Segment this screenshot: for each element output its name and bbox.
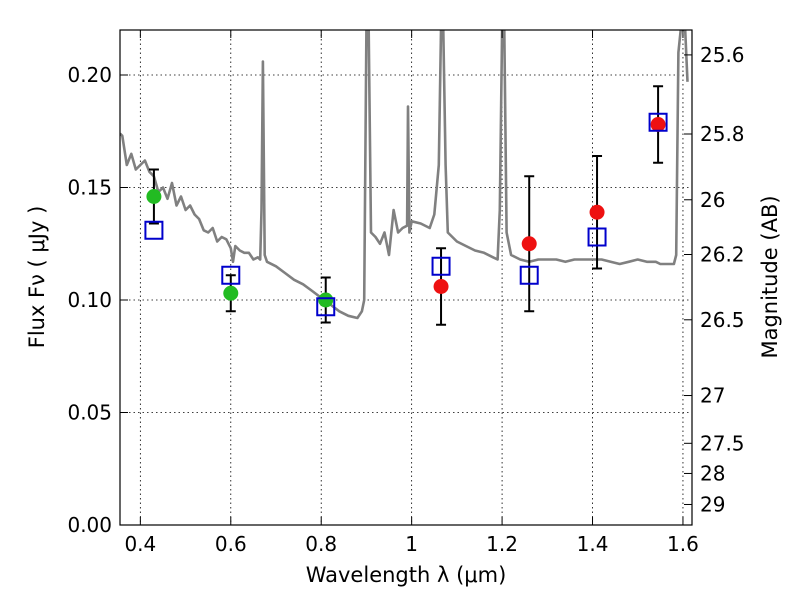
x-tick-label: 0.6 — [215, 532, 247, 556]
x-tick-label: 1 — [405, 532, 418, 556]
y2-tick-label: 26 — [700, 188, 725, 212]
model-square — [221, 265, 241, 285]
y2-tick-label: 25.8 — [700, 122, 745, 146]
x-tick-label: 0.8 — [305, 532, 337, 556]
y2-tick-label: 27.5 — [700, 431, 745, 455]
y2-axis-label: Magnitude (AB) — [758, 195, 782, 358]
y2-tick-label: 27 — [700, 384, 725, 408]
x-tick-label: 0.4 — [124, 532, 156, 556]
observed-point-red — [650, 117, 666, 132]
plot-frame — [119, 29, 693, 526]
y-axis-label: Flux Fν ( μJy ) — [25, 206, 49, 349]
y-tick-label: 0.05 — [67, 401, 112, 425]
spectrum-line — [120, 30, 689, 320]
y2-tick-label: 29 — [700, 492, 725, 516]
model-square — [519, 265, 539, 285]
y-tick-label: 0.00 — [67, 513, 112, 537]
observed-point-green — [318, 292, 334, 308]
x-axis-label: Wavelength λ (μm) — [306, 563, 507, 587]
x-tick-label: 1.4 — [577, 532, 609, 556]
observed-point-red — [589, 204, 605, 220]
x-tick-label: 1.6 — [667, 532, 699, 556]
y2-tick-label: 28 — [700, 461, 725, 485]
y2-tick-label: 26.5 — [700, 308, 745, 332]
model-square — [587, 227, 607, 247]
observed-point-green — [146, 189, 162, 204]
y2-tick-label: 25.6 — [700, 43, 745, 67]
model-square — [316, 297, 336, 317]
y-tick-label: 0.20 — [67, 63, 112, 87]
y-tick-label: 0.15 — [67, 176, 112, 200]
observed-point-red — [521, 236, 537, 252]
x-tick-label: 1.2 — [486, 532, 518, 556]
observed-point-green — [223, 285, 239, 301]
model-square — [144, 220, 164, 240]
y2-tick-label: 26.2 — [700, 242, 745, 266]
ticks: 0.4 0.6 0.8 1 1.2 1.4 1.6 0.00 0.05 0.10 0.15 0.20 2… — [67, 30, 745, 556]
plot-content — [120, 30, 689, 326]
model-square — [431, 256, 451, 276]
y-tick-label: 0.10 — [67, 288, 112, 312]
model-square — [648, 112, 668, 132]
plot-area — [120, 30, 692, 525]
observed-point-red — [433, 279, 449, 294]
